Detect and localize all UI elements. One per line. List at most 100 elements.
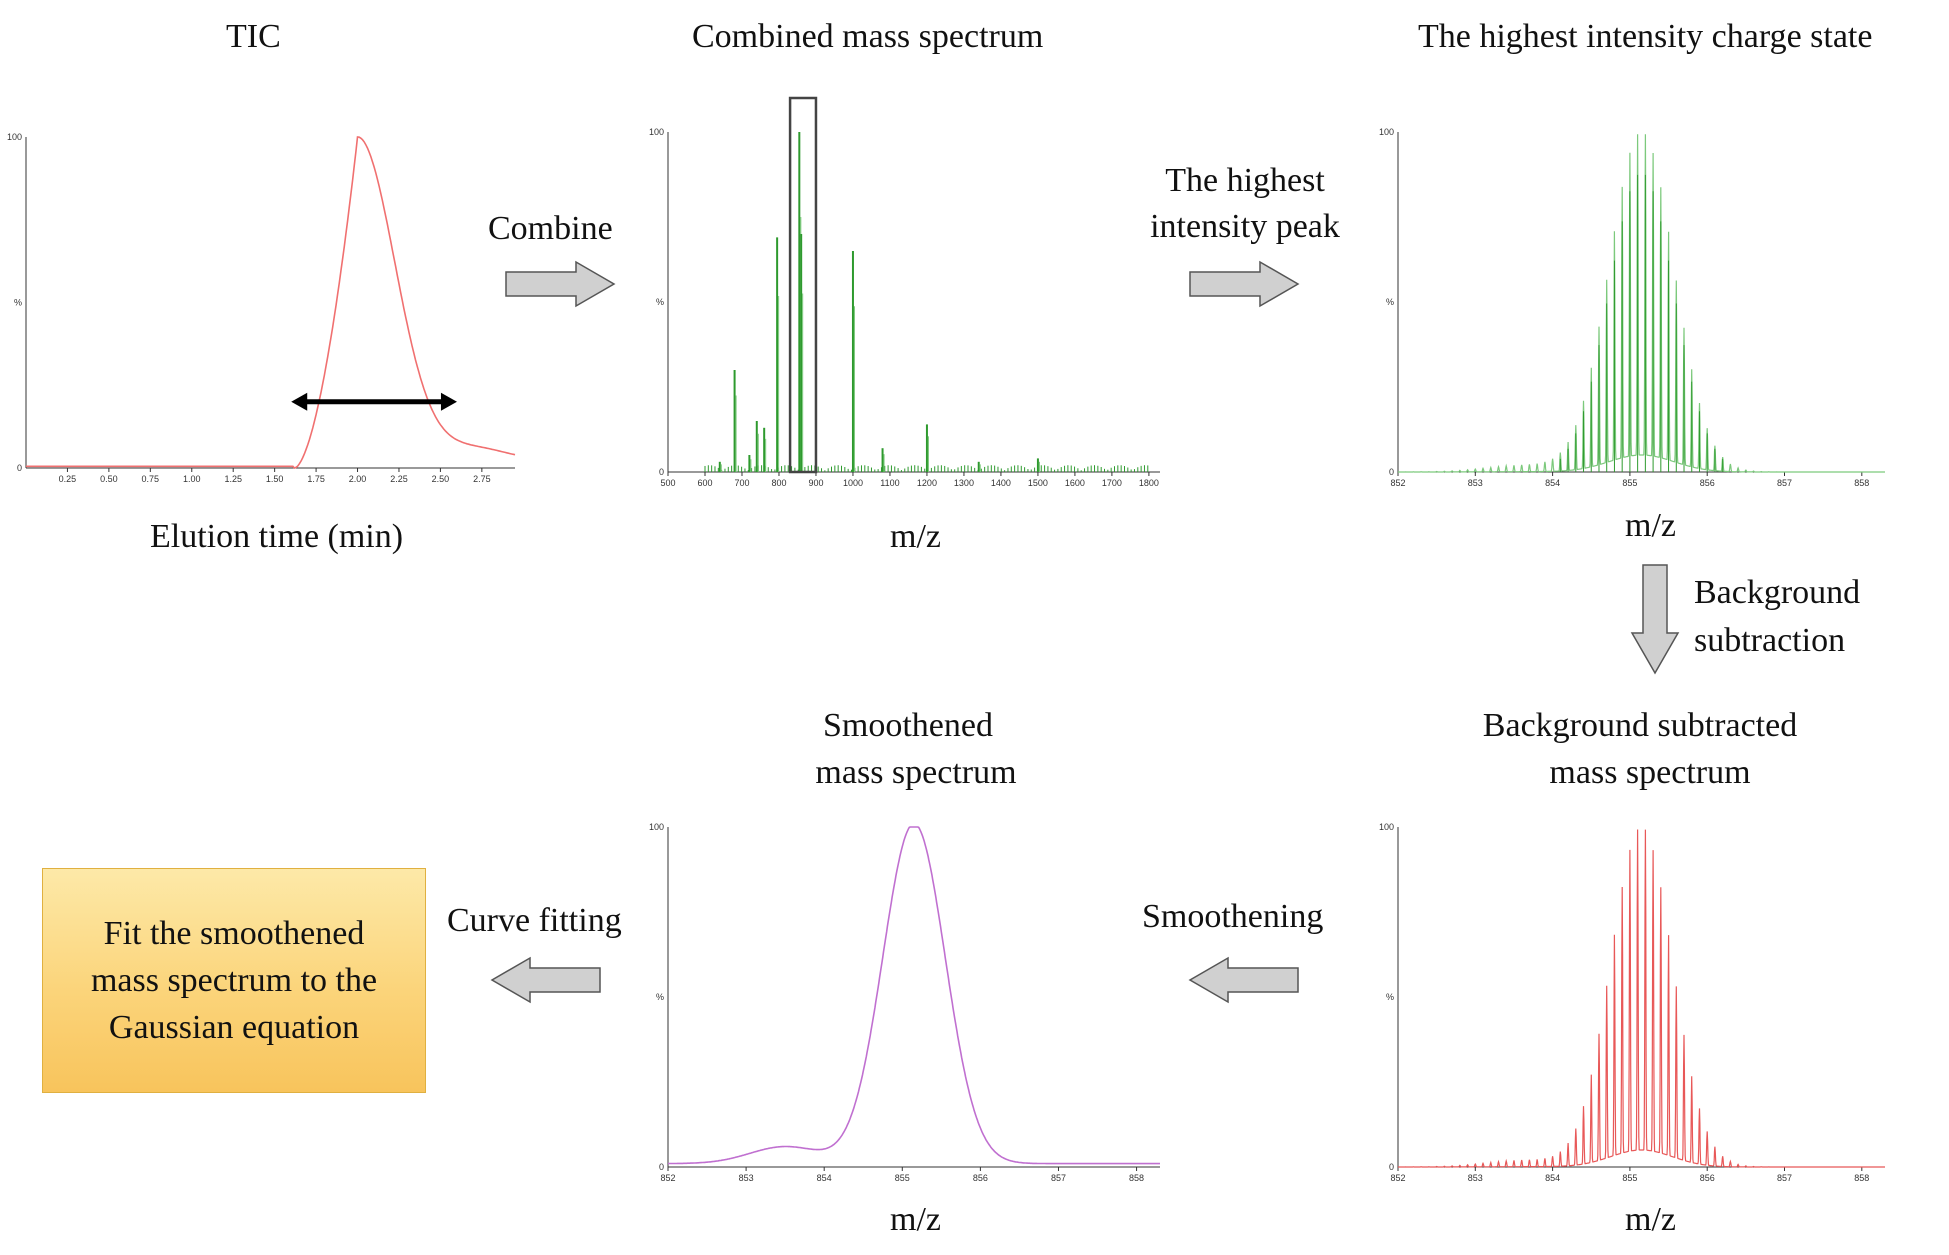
y-tick-label: 0 xyxy=(659,1162,664,1172)
x-tick-label: 854 xyxy=(817,1173,832,1183)
combined-title: Combined mass spectrum xyxy=(692,18,1044,55)
x-tick-label: 600 xyxy=(697,478,712,488)
background-xlabel: m/z xyxy=(1625,1201,1676,1238)
y-tick-label: % xyxy=(656,297,664,307)
x-tick-label: 855 xyxy=(1622,1173,1637,1183)
y-tick-label: 100 xyxy=(1379,127,1394,137)
smoothened-title-line1: Smoothened xyxy=(823,707,993,744)
isotope-trace xyxy=(1398,134,1885,473)
x-tick-label: 852 xyxy=(1390,1173,1405,1183)
y-tick-label: 0 xyxy=(1389,467,1394,477)
x-tick-label: 700 xyxy=(734,478,749,488)
x-tick-label: 2.50 xyxy=(432,474,450,484)
x-tick-label: 854 xyxy=(1545,478,1560,488)
smoothening-step-label: Smoothening xyxy=(1142,898,1324,935)
background-title-line2: mass spectrum xyxy=(1549,754,1751,791)
y-tick-label: 0 xyxy=(17,463,22,473)
highest-chart: 0% 100 852 853 854 855 856 857 858 xyxy=(1370,120,1900,490)
y-tick-label: 100 xyxy=(649,127,664,137)
x-tick-label: 1400 xyxy=(991,478,1011,488)
smoothed-trace xyxy=(668,826,1160,1165)
x-tick-label: 853 xyxy=(1468,478,1483,488)
right-arrow-icon xyxy=(1189,260,1300,308)
y-tick-label: 100 xyxy=(1379,822,1394,832)
x-tick-label: 500 xyxy=(660,478,675,488)
y-tick-label: % xyxy=(1386,992,1394,1002)
x-tick-label: 1700 xyxy=(1102,478,1122,488)
selection-box xyxy=(788,96,818,474)
highest-peak-step-line1: The highest xyxy=(1165,162,1325,199)
combine-step-label: Combine xyxy=(488,210,613,247)
x-tick-label: 2.75 xyxy=(473,474,491,484)
smoothened-xlabel: m/z xyxy=(890,1201,941,1238)
left-arrow-icon xyxy=(1188,956,1299,1004)
x-tick-label: 857 xyxy=(1051,1173,1066,1183)
x-tick-label: 1600 xyxy=(1065,478,1085,488)
x-tick-label: 858 xyxy=(1854,478,1869,488)
y-tick-label: % xyxy=(656,992,664,1002)
x-tick-label: 854 xyxy=(1545,1173,1560,1183)
smoothened-title-line2: mass spectrum xyxy=(815,754,1017,791)
y-tick-label: 100 xyxy=(649,822,664,832)
background-title-line1: Background subtracted xyxy=(1482,707,1798,744)
isotope-trace xyxy=(1398,829,1885,1168)
x-tick-label: 0.50 xyxy=(100,474,118,484)
result-line2: mass spectrum to the xyxy=(90,962,378,999)
left-arrow-icon xyxy=(490,956,601,1004)
x-tick-label: 2.25 xyxy=(390,474,408,484)
y-tick-label: 0 xyxy=(659,467,664,477)
x-tick-label: 2.00 xyxy=(349,474,367,484)
x-tick-label: 1300 xyxy=(954,478,974,488)
x-tick-label: 852 xyxy=(1390,478,1405,488)
x-tick-label: 1500 xyxy=(1028,478,1048,488)
x-tick-label: 858 xyxy=(1129,1173,1144,1183)
double-headed-arrow-icon xyxy=(291,392,457,411)
tic-chart: 0% 100 0.25 0.50 0.75 1.00 1.25 1.50 1.75 2.00 2.2… xyxy=(0,125,530,495)
x-tick-label: 0.25 xyxy=(59,474,77,484)
down-arrow-icon xyxy=(1630,564,1680,675)
x-tick-label: 1200 xyxy=(917,478,937,488)
curve-fitting-step-label: Curve fitting xyxy=(447,902,622,939)
y-tick-label: 0 xyxy=(1389,1162,1394,1172)
x-tick-label: 1000 xyxy=(843,478,863,488)
x-tick-label: 1.50 xyxy=(266,474,284,484)
background-step-line1: Background xyxy=(1694,574,1861,611)
x-tick-label: 1.75 xyxy=(307,474,325,484)
x-tick-label: 1800 xyxy=(1139,478,1159,488)
combined-xlabel: m/z xyxy=(890,518,941,555)
tic-title: TIC xyxy=(226,18,281,55)
y-tick-label: % xyxy=(14,298,22,308)
x-tick-label: 856 xyxy=(973,1173,988,1183)
gaussian-fit-result-box: Fit the smoothened mass spectrum to the … xyxy=(42,868,426,1093)
y-tick-label: 100 xyxy=(7,132,22,142)
highest-peak-step-line2: intensity peak xyxy=(1150,208,1340,245)
x-tick-label: 856 xyxy=(1700,1173,1715,1183)
x-tick-label: 900 xyxy=(808,478,823,488)
x-tick-label: 857 xyxy=(1777,478,1792,488)
result-line3: Gaussian equation xyxy=(108,1009,360,1046)
highest-xlabel: m/z xyxy=(1625,507,1676,544)
right-arrow-icon xyxy=(505,260,616,308)
result-line1: Fit the smoothened xyxy=(103,915,365,952)
x-tick-label: 853 xyxy=(739,1173,754,1183)
highest-title: The highest intensity charge state xyxy=(1418,18,1873,55)
x-tick-label: 800 xyxy=(771,478,786,488)
background-chart: 0% 100 852 853 854 855 856 857 858 xyxy=(1370,815,1900,1185)
x-tick-label: 852 xyxy=(660,1173,675,1183)
x-tick-label: 856 xyxy=(1700,478,1715,488)
x-tick-label: 855 xyxy=(1622,478,1637,488)
y-tick-label: % xyxy=(1386,297,1394,307)
x-tick-label: 853 xyxy=(1468,1173,1483,1183)
x-tick-label: 1.25 xyxy=(224,474,242,484)
x-tick-label: 1100 xyxy=(880,478,899,488)
x-tick-label: 857 xyxy=(1777,1173,1792,1183)
background-step-line2: subtraction xyxy=(1694,622,1846,659)
x-tick-label: 858 xyxy=(1854,1173,1869,1183)
smoothened-chart: 0% 100 852 853 854 855 856 857 858 xyxy=(640,815,1180,1185)
tic-trace xyxy=(26,136,516,469)
tic-xlabel: Elution time (min) xyxy=(150,518,404,555)
x-tick-label: 1.00 xyxy=(183,474,201,484)
x-tick-label: 0.75 xyxy=(142,474,160,484)
combined-chart: 0% 100 500 600 700 800 900 1000 1100 1200 1300 1400… xyxy=(640,96,1180,490)
x-tick-label: 855 xyxy=(895,1173,910,1183)
